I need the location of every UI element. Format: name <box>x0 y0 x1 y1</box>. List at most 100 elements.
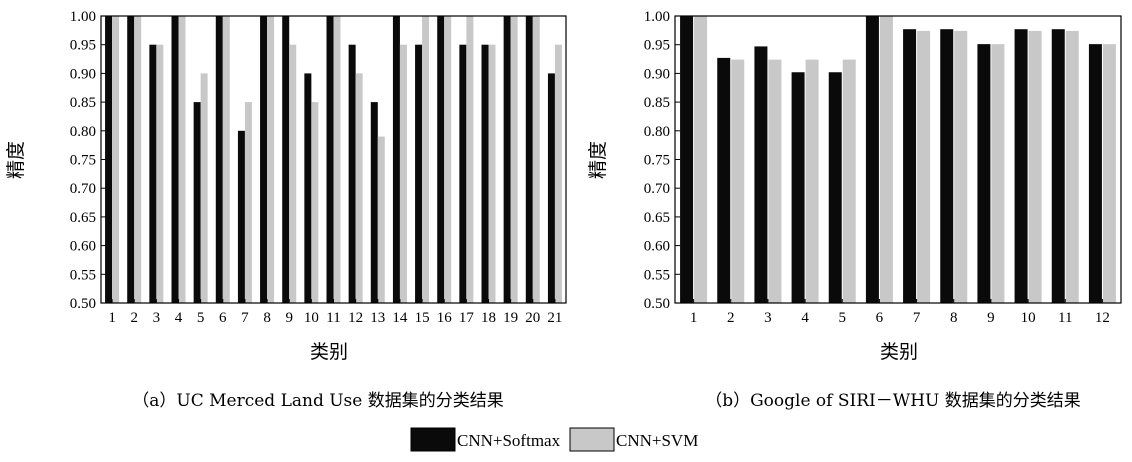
a-bar-svm-4 <box>178 16 186 303</box>
b-bar-softmax-12 <box>1088 44 1102 303</box>
a-ytick-label: 1.00 <box>70 9 96 25</box>
b-bar-softmax-3 <box>754 46 768 304</box>
a-bar-softmax-3 <box>149 44 157 303</box>
a-bar-softmax-12 <box>348 44 356 303</box>
a-bar-svm-5 <box>200 73 208 304</box>
b-bar-softmax-11 <box>1051 29 1065 303</box>
b-ytick-label: 0.95 <box>644 38 670 54</box>
a-bar-softmax-11 <box>326 16 334 303</box>
a-bar-softmax-7 <box>237 130 245 303</box>
b-bar-svm-4 <box>805 59 819 304</box>
a-bar-svm-15 <box>422 16 430 303</box>
a-bar-svm-9 <box>289 44 297 303</box>
a-ytick-label: 0.55 <box>70 267 96 283</box>
a-bar-softmax-19 <box>503 16 511 303</box>
a-xtick-label: 4 <box>175 310 183 326</box>
a-bar-softmax-6 <box>215 16 223 303</box>
b-bar-softmax-7 <box>903 29 917 303</box>
a-bar-svm-14 <box>399 44 407 303</box>
a-bar-softmax-18 <box>481 44 489 303</box>
b-bar-softmax-4 <box>791 72 805 303</box>
b-bar-svm-3 <box>768 59 782 304</box>
a-xtick-label: 21 <box>547 310 562 326</box>
a-bar-svm-19 <box>510 16 518 303</box>
a-bar-softmax-14 <box>392 16 400 303</box>
a-bar-softmax-8 <box>260 16 268 303</box>
b-ylabel: 精度 <box>587 141 609 179</box>
a-xtick-label: 8 <box>263 310 271 326</box>
b-ytick-label: 1.00 <box>644 9 670 25</box>
a-bar-svm-21 <box>554 44 562 303</box>
b-ytick-label: 0.75 <box>644 153 670 169</box>
a-ytick-label: 0.90 <box>70 66 96 82</box>
a-ytick-label: 0.80 <box>70 124 96 140</box>
b-bar-svm-2 <box>731 59 745 304</box>
a-xtick-label: 15 <box>415 310 430 326</box>
a-bar-softmax-5 <box>193 102 201 303</box>
b-xtick-label: 3 <box>764 310 772 326</box>
legend-swatch-svm <box>569 427 615 452</box>
b-bar-svm-12 <box>1102 44 1116 303</box>
a-ytick-label: 0.70 <box>70 181 96 197</box>
b-bar-softmax-1 <box>680 16 694 303</box>
a-ytick-label: 0.50 <box>70 296 96 312</box>
a-bar-svm-3 <box>156 44 164 303</box>
a-bar-softmax-17 <box>459 44 467 303</box>
a-xtick-label: 20 <box>525 310 540 326</box>
legend-swatch-softmax <box>410 427 456 452</box>
a-xtick-label: 11 <box>326 310 340 326</box>
a-xtick-label: 17 <box>459 310 475 326</box>
a-bar-svm-1 <box>112 16 120 303</box>
b-ytick-label: 0.80 <box>644 124 670 140</box>
b-bar-svm-10 <box>1028 30 1042 303</box>
a-bar-svm-2 <box>134 16 142 303</box>
b-bar-svm-5 <box>842 59 856 304</box>
a-bar-softmax-2 <box>127 16 135 303</box>
b-ytick-label: 0.70 <box>644 181 670 197</box>
b-xtick-label: 6 <box>876 310 884 326</box>
a-bar-svm-13 <box>377 136 385 303</box>
b-bar-svm-6 <box>879 16 893 303</box>
b-bar-softmax-8 <box>940 29 954 303</box>
b-ytick-label: 0.85 <box>644 95 670 111</box>
caption-b: （b）Google of SIRI－WHU 数据集的分类结果 <box>705 391 1081 411</box>
a-bar-svm-7 <box>244 102 252 303</box>
b-xtick-label: 9 <box>987 310 995 326</box>
b-xtick-label: 5 <box>839 310 847 326</box>
b-bar-svm-1 <box>694 16 708 303</box>
b-ytick-label: 0.65 <box>644 210 670 226</box>
a-bar-svm-6 <box>222 16 230 303</box>
a-xtick-label: 7 <box>241 310 249 326</box>
b-xtick-label: 10 <box>1021 310 1036 326</box>
a-xtick-label: 1 <box>108 310 116 326</box>
a-xtick-label: 6 <box>219 310 227 326</box>
b-xtick-label: 8 <box>950 310 958 326</box>
a-bar-svm-12 <box>355 73 363 304</box>
a-xtick-label: 3 <box>153 310 161 326</box>
a-xtick-label: 13 <box>370 310 385 326</box>
b-ytick-label: 0.60 <box>644 239 670 255</box>
a-xtick-label: 18 <box>481 310 496 326</box>
a-bar-softmax-13 <box>370 102 378 303</box>
a-xtick-label: 9 <box>285 310 293 326</box>
a-ytick-label: 0.95 <box>70 38 96 54</box>
a-ylabel: 精度 <box>5 141 27 179</box>
b-bar-svm-9 <box>991 44 1005 303</box>
caption-a: （a）UC Merced Land Use 数据集的分类结果 <box>132 391 504 411</box>
a-xtick-label: 10 <box>304 310 319 326</box>
b-ytick-label: 0.50 <box>644 296 670 312</box>
a-xtick-label: 14 <box>392 310 408 326</box>
a-bar-svm-20 <box>532 16 540 303</box>
a-xtick-label: 5 <box>197 310 205 326</box>
a-bar-svm-8 <box>267 16 275 303</box>
a-xlabel: 类别 <box>310 341 348 363</box>
a-bar-softmax-9 <box>282 16 290 303</box>
legend-label-svm: CNN+SVM <box>616 431 698 450</box>
b-xtick-label: 1 <box>690 310 698 326</box>
a-bar-svm-16 <box>444 16 452 303</box>
b-xtick-label: 11 <box>1058 310 1072 326</box>
a-bar-svm-11 <box>333 16 341 303</box>
a-bar-softmax-15 <box>415 44 423 303</box>
b-bar-softmax-6 <box>865 16 879 303</box>
